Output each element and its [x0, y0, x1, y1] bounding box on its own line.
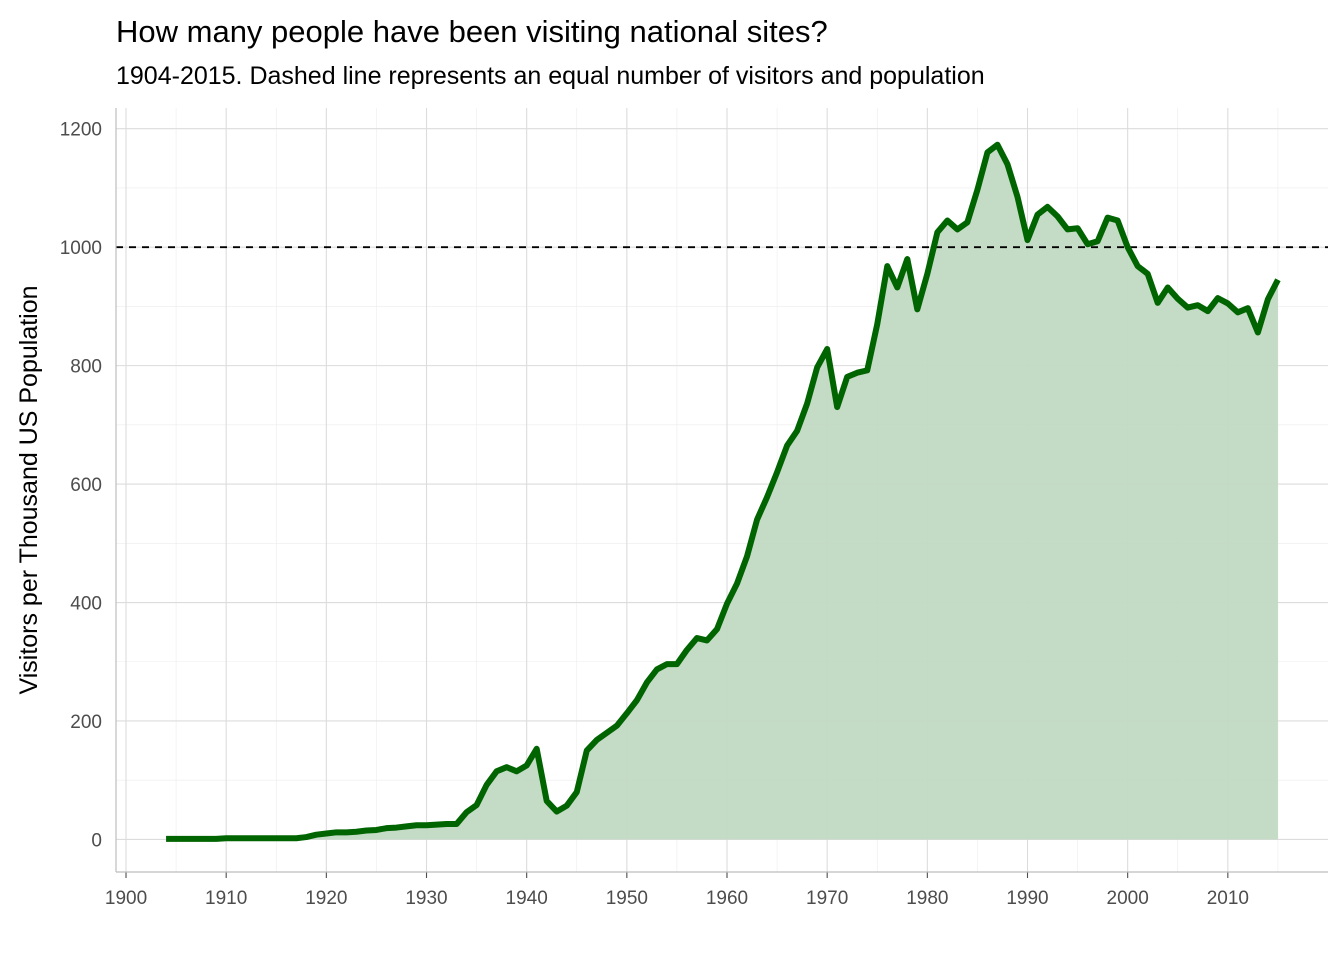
- chart-title: How many people have been visiting natio…: [116, 14, 828, 49]
- series-line: [166, 141, 1281, 842]
- x-tick-label: 1900: [105, 888, 147, 909]
- x-tick-label: 2000: [1107, 888, 1149, 909]
- y-tick-label: 200: [70, 712, 102, 733]
- x-tick-label: 1970: [806, 888, 848, 909]
- area-fill: [166, 144, 1278, 840]
- x-tick-label: 1950: [606, 888, 648, 909]
- x-tick-label: 1960: [706, 888, 748, 909]
- x-tick-label: 1910: [205, 888, 247, 909]
- x-tick-label: 1940: [506, 888, 548, 909]
- y-tick-label: 600: [70, 475, 102, 496]
- x-axis: 1900 1910 1920 1930 1940 1950 1960 1970 1980 1990…: [105, 871, 1328, 909]
- x-tick-label: 1920: [305, 888, 347, 909]
- y-tick-label: 1000: [60, 238, 102, 259]
- plot-area: [116, 141, 1328, 842]
- x-tick-label: 1980: [906, 888, 948, 909]
- y-axis-title: Visitors per Thousand US Population: [15, 285, 43, 694]
- x-tick-label: 2010: [1207, 888, 1249, 909]
- y-tick-label: 800: [70, 357, 102, 378]
- x-tick-label: 1930: [405, 888, 447, 909]
- y-tick-label: 400: [70, 594, 102, 615]
- y-axis: 0 200 400 600 800 1000 1200: [60, 108, 117, 872]
- y-tick-label: 1200: [60, 120, 102, 141]
- chart-subtitle: 1904-2015. Dashed line represents an equ…: [116, 62, 985, 90]
- x-tick-label: 1990: [1006, 888, 1048, 909]
- y-tick-label: 0: [91, 830, 102, 851]
